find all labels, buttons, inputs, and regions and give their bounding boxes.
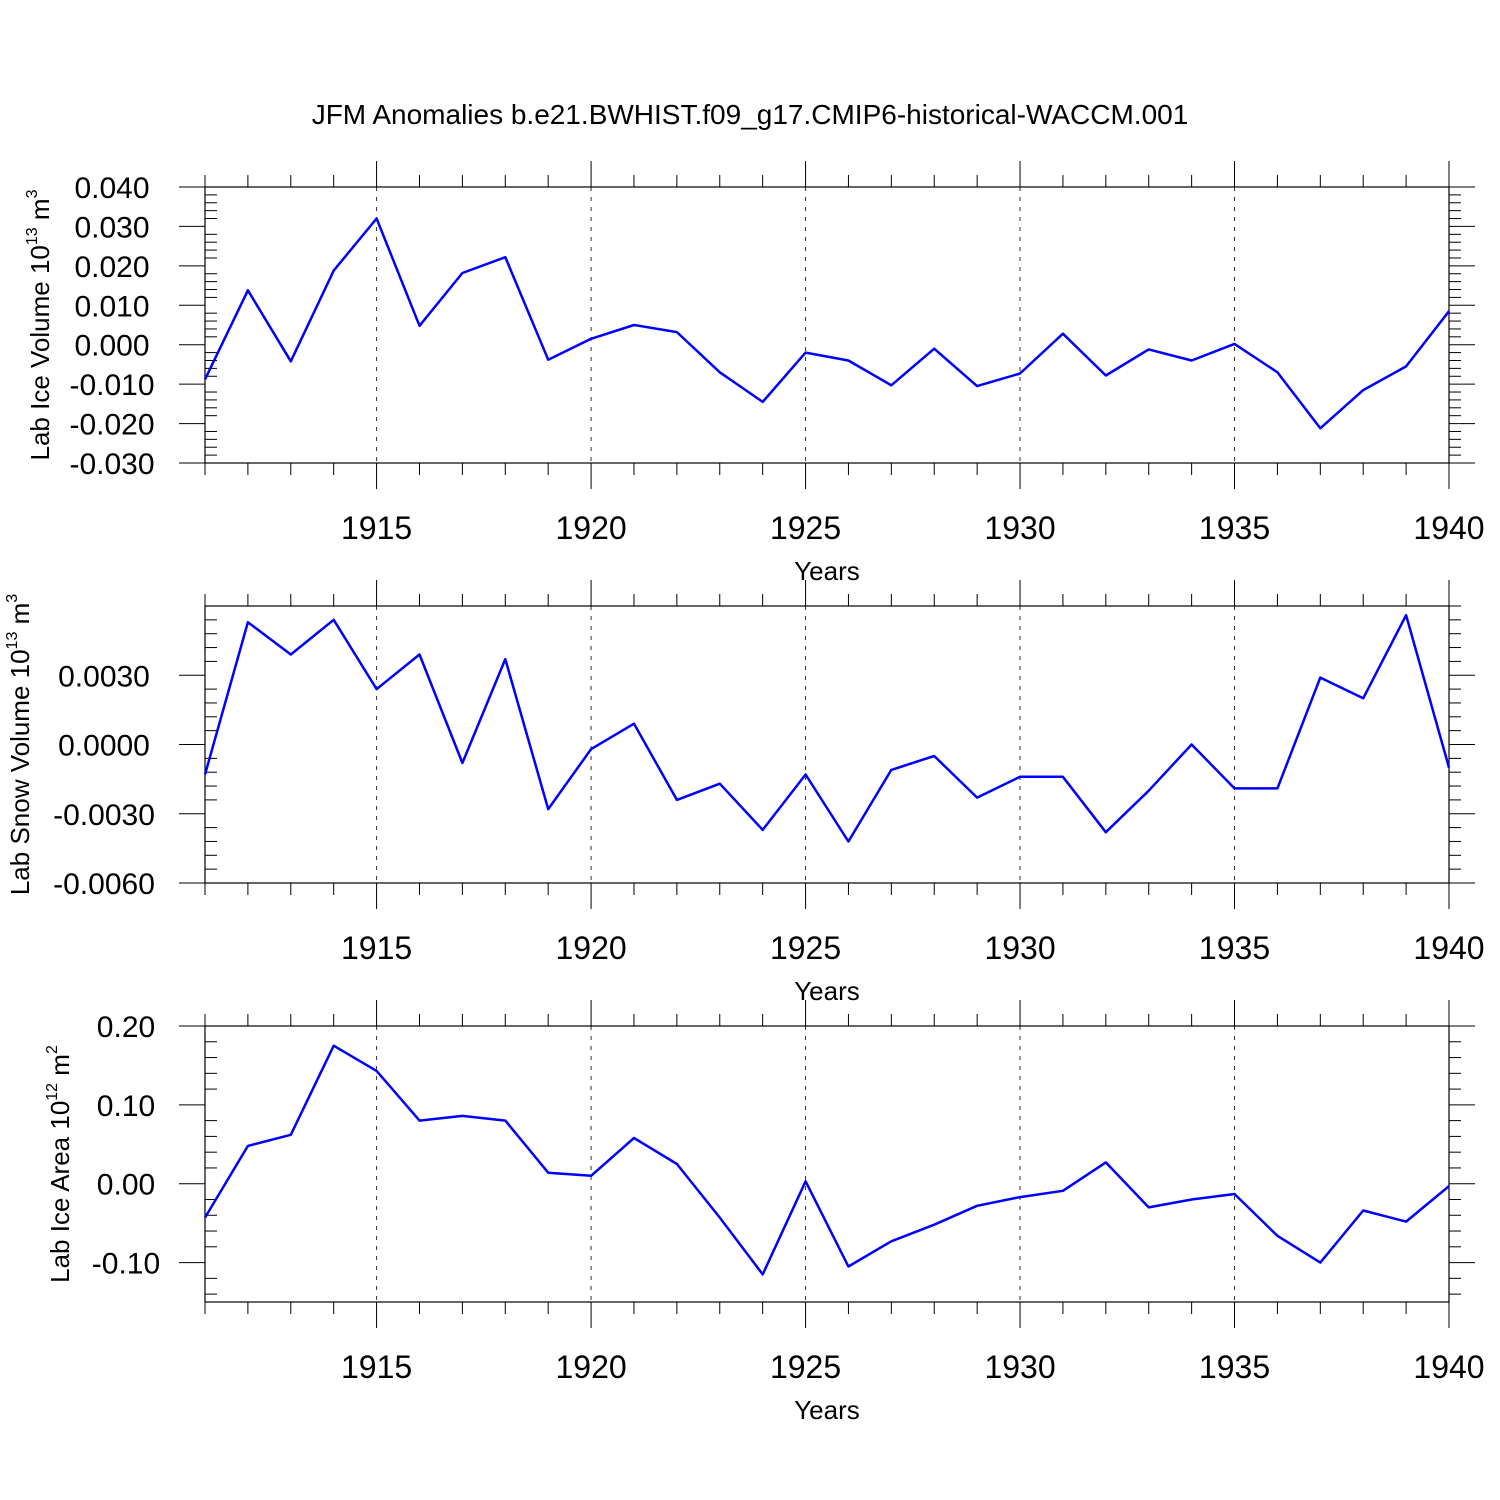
x-tick-label: 1915 xyxy=(341,930,412,966)
y-axis-label: Lab Ice Area 1012 m2 xyxy=(44,1045,75,1283)
y-tick-label: -0.0030 xyxy=(53,799,155,832)
series-line-1 xyxy=(203,217,1450,430)
x-tick-label: 1920 xyxy=(555,510,626,546)
chart-panel-2: 0.0030 0.0000 -0.0030 -0.0060 1915 1920 1925 19… xyxy=(4,580,1485,1006)
y-tick-label: 0.0000 xyxy=(58,730,150,763)
x-tick-label: 1930 xyxy=(984,930,1055,966)
x-axis-label: Years xyxy=(794,976,860,1006)
y-tick-label: 0.20 xyxy=(97,1011,155,1044)
y-tick-label: 0.010 xyxy=(74,290,149,323)
y-tick-label: 0.000 xyxy=(74,330,149,363)
y-axis-label: Lab Snow Volume 1013 m3 xyxy=(4,594,35,895)
x-tick-label: 1920 xyxy=(555,1349,626,1385)
x-tick-label: 1915 xyxy=(341,1349,412,1385)
y-tick-label: -0.10 xyxy=(92,1248,160,1281)
x-tick-label: 1915 xyxy=(341,510,412,546)
x-tick-label: 1925 xyxy=(770,930,841,966)
y-tick-label: -0.030 xyxy=(69,448,154,481)
x-axis-label: Years xyxy=(794,556,860,586)
plot-frame xyxy=(204,1025,1450,1303)
plot-frame xyxy=(204,605,1450,884)
series-line-1 xyxy=(203,613,1451,843)
y-tick-label: -0.020 xyxy=(69,409,154,442)
y-tick-label: 0.10 xyxy=(97,1090,155,1123)
figure-title: JFM Anomalies b.e21.BWHIST.f09_g17.CMIP6… xyxy=(312,99,1189,130)
x-tick-label: 1920 xyxy=(555,930,626,966)
x-tick-label: 1940 xyxy=(1413,510,1484,546)
chart-panel-3: 0.20 0.10 0.00 -0.10 1915 1920 1925 1930 1935 194… xyxy=(44,1000,1485,1425)
y-axis-label: Lab Ice Volume 1013 m3 xyxy=(24,189,55,460)
x-tick-label: 1935 xyxy=(1199,930,1270,966)
chart-panel-1: 0.040 0.030 0.020 0.010 0.000 -0.010 -0.020 -0.… xyxy=(24,161,1485,586)
x-tick-label: 1925 xyxy=(770,1349,841,1385)
y-tick-label: 0.030 xyxy=(74,211,149,244)
x-tick-label: 1935 xyxy=(1199,510,1270,546)
y-tick-label: 0.00 xyxy=(97,1169,155,1202)
x-tick-label: 1930 xyxy=(984,510,1055,546)
x-axis-label: Years xyxy=(794,1395,860,1425)
x-tick-label: 1930 xyxy=(984,1349,1055,1385)
x-tick-label: 1925 xyxy=(770,510,841,546)
y-tick-label: 0.040 xyxy=(74,172,149,205)
y-tick-label: -0.010 xyxy=(69,369,154,402)
x-tick-label: 1935 xyxy=(1199,1349,1270,1385)
x-tick-label: 1940 xyxy=(1413,1349,1484,1385)
x-tick-label: 1940 xyxy=(1413,930,1484,966)
y-tick-label: 0.020 xyxy=(74,251,149,284)
series-line-1 xyxy=(203,1044,1450,1276)
plot-frame xyxy=(204,186,1450,464)
y-tick-label: 0.0030 xyxy=(58,660,150,693)
panels: 0.040 0.030 0.020 0.010 0.000 -0.010 -0.020 -0.… xyxy=(4,161,1485,1425)
y-tick-label: -0.0060 xyxy=(53,868,155,901)
